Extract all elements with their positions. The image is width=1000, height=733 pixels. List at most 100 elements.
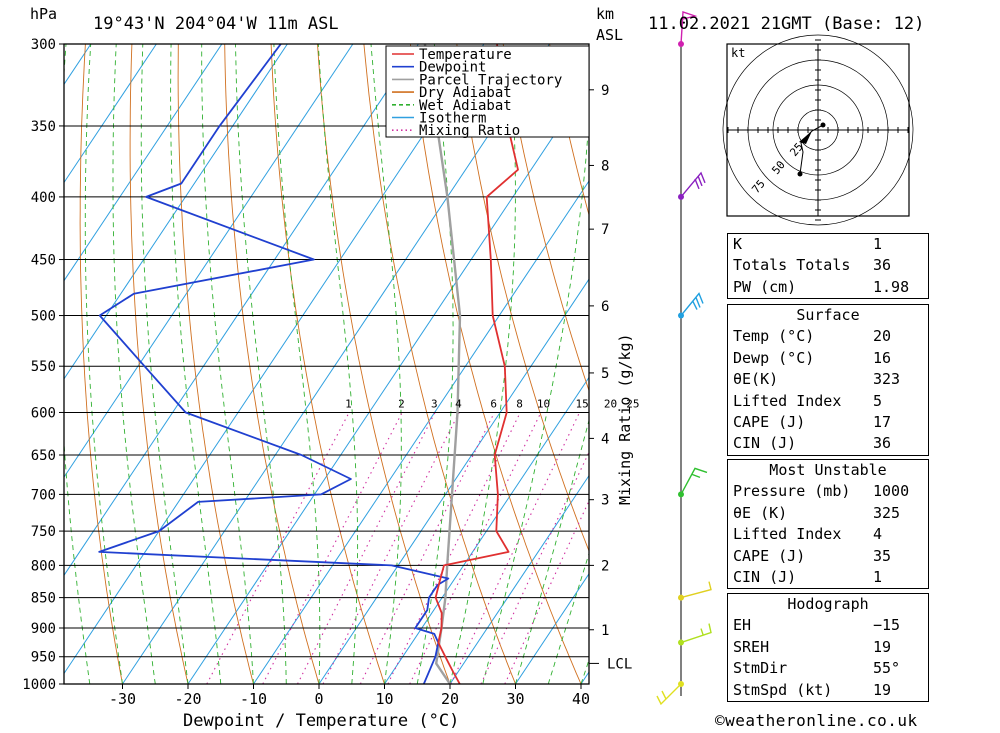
isotherm-line [0,44,25,684]
index-value: 36 [873,256,892,275]
isotherm-line [64,44,288,380]
km-tick-label: 7 [601,222,609,238]
index-value: 1000 [873,482,910,501]
hodograph-point [797,171,803,177]
index-value: 325 [873,503,901,522]
hodograph-unit: kt [731,46,745,60]
isotherm-line [64,44,157,184]
isotherm-line [253,180,589,684]
wet-adiabat-line [112,44,156,684]
index-row: CIN (J) 36 [728,433,928,454]
mixing-ratio-label: 20 [604,397,617,410]
wind-barb [680,623,712,644]
pressure-tick-label: 500 [31,309,56,325]
index-row: Dewp (°C) 16 [728,348,928,369]
pressure-tick-label: 300 [31,37,56,53]
index-key: θE (K) [733,503,788,522]
mixing-ratio-label: 6 [490,397,497,410]
pressure-tick-label: 900 [31,621,56,637]
wet-adiabat-line [547,552,589,684]
index-value: 323 [873,370,901,389]
mixing-ratio-label: 8 [516,397,523,410]
mixing-ratio-line [504,499,589,684]
surface-title: Surface [796,306,860,324]
dry-adiabat-line [270,44,385,684]
mixing-ratio-axis-label: Mixing Ratio (g/kg) [616,333,634,505]
mixing-ratio-label: 25 [626,397,639,410]
temperature-tick-label: 30 [506,690,524,708]
surface-table: Surface Temp (°C) 20 Dewp (°C) 16 θE(K) 323 Li… [727,304,929,456]
index-value: 1 [873,567,883,586]
temperature-tick-label: -30 [109,690,136,708]
index-row: CAPE (J) 17 [728,412,928,433]
index-row: EH −15 [728,615,928,636]
index-value: 36 [873,434,892,453]
mixing-ratio-line [450,412,580,684]
wet-adiabat-line [449,44,516,684]
x-axis-label: Dewpoint / Temperature (°C) [183,711,459,731]
legend-label: Wet Adiabat [419,98,512,114]
index-row: θE(K) 323 [728,369,928,390]
wind-barb [680,467,708,495]
wet-adiabat-line [482,109,589,684]
pressure-tick-label: 700 [31,487,56,503]
temperature-line [434,44,519,684]
index-value: 35 [873,546,892,565]
wet-adiabat-line [317,44,359,684]
pressure-tick-label: 850 [31,591,56,607]
credit[interactable]: ©weatheronline.co.uk [715,711,918,730]
wet-adiabat-line [64,44,91,684]
axes: 1 2 3 4 6 8 10 15 20 2530035040045050055060065070… [22,37,639,708]
isotherm-line [187,81,589,684]
km-tick-label: 4 [601,431,609,447]
mixing-ratio-label: 1 [345,397,352,410]
plot-frame [63,43,590,685]
index-value: 55° [873,659,901,678]
index-value: 20 [873,327,892,346]
pressure-tick-label: 1000 [22,677,56,693]
wind-barb [680,11,698,45]
wind-barb [680,171,706,198]
index-row: Totals Totals 36 [728,255,928,276]
wet-adiabat-line [515,418,589,684]
dry-adiabat-line [921,44,1000,684]
wet-adiabat-line [416,44,454,684]
legend-label: Temperature [419,47,512,63]
hodograph-title: Hodograph [787,595,869,613]
index-key: SREH [733,637,770,656]
temperature-tick-label: 10 [375,690,393,708]
mixing-ratio-line [480,450,589,684]
lcl-label: LCL [607,656,632,672]
temperature-tick-label: 0 [314,690,323,708]
wind-barb [680,292,704,316]
index-key: CAPE (J) [733,546,806,565]
legend-label: Mixing Ratio [419,123,520,139]
index-row: CIN (J) 1 [728,567,928,588]
dewpoint-line [98,44,450,684]
parcel-trajectory-line [423,44,462,684]
index-key: CIN (J) [733,567,797,586]
units-km: km [596,5,614,23]
temperature-tick-label: 40 [572,690,590,708]
temperature-tick-label: 20 [441,690,459,708]
index-row: θE (K) 325 [728,503,928,524]
index-row: CAPE (J) 35 [728,546,928,567]
hodograph-ring [722,34,914,226]
isobars [59,43,589,685]
index-key: Lifted Index [733,391,842,410]
pressure-tick-label: 650 [31,448,56,464]
index-key: EH [733,616,752,635]
index-value: 19 [873,637,892,656]
isotherm-line [122,44,550,684]
pressure-tick-label: 350 [31,119,56,135]
wet-adiabat-line [170,44,222,684]
mixing-ratio-label: 15 [576,397,589,410]
km-tick-label: 3 [601,493,609,509]
index-value: 17 [873,412,892,431]
pressure-tick-label: 750 [31,524,56,540]
km-tick-label: 8 [601,158,609,174]
temperature-tick-label: -20 [174,690,201,708]
